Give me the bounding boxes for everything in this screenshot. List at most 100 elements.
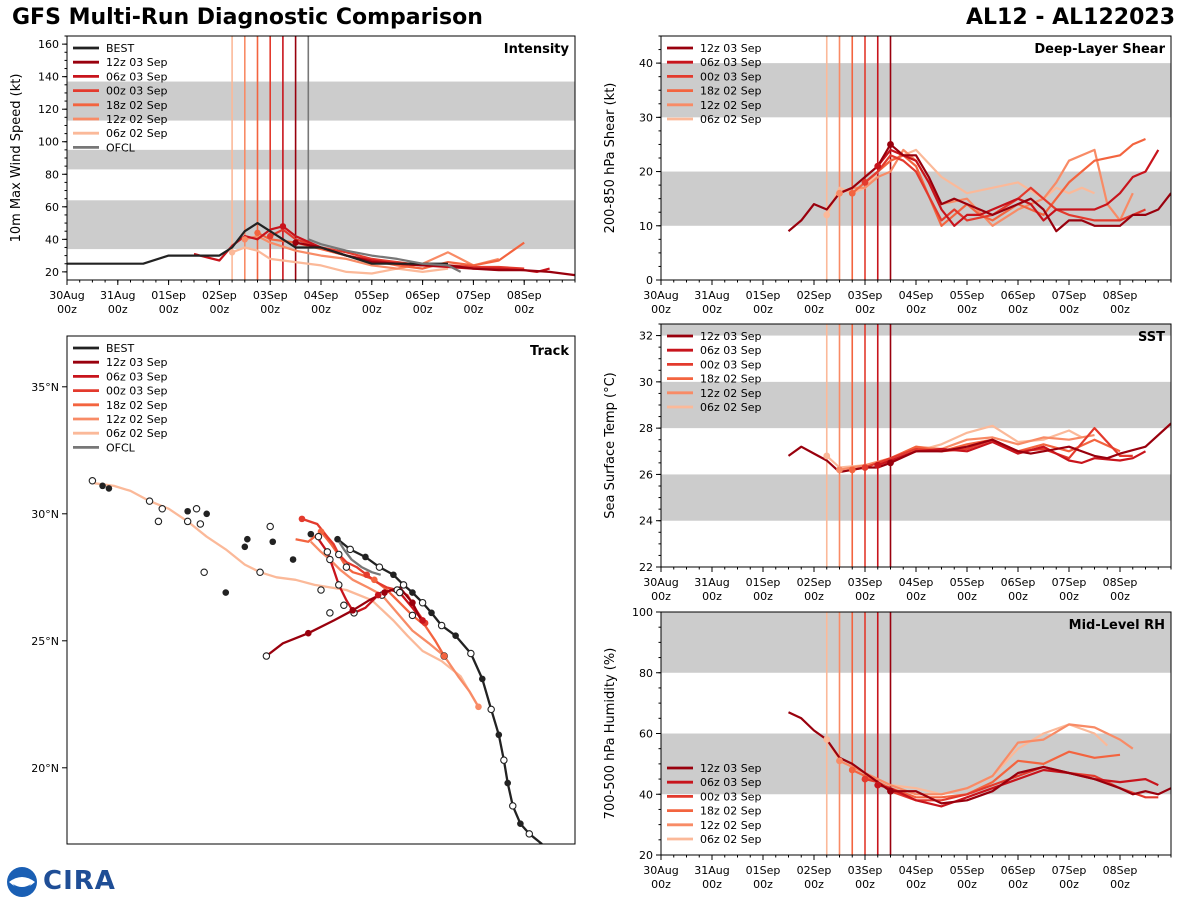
- x-tick-label: 05Sep: [950, 576, 985, 589]
- x-tick-label: 00z: [1008, 590, 1028, 603]
- x-tick-label: 00z: [651, 303, 671, 316]
- y-axis-label: 10m Max Wind Speed (kt): [9, 74, 24, 243]
- legend-label: BEST: [106, 42, 134, 55]
- x-tick-label: 00z: [957, 878, 977, 891]
- x-tick-label: 05Sep: [950, 289, 985, 302]
- track-point-filled: [440, 652, 448, 660]
- init-marker: [874, 781, 882, 789]
- legend-label: 12z 03 Sep: [700, 42, 762, 55]
- legend-label: 00z 03 Sep: [700, 790, 762, 803]
- track-point-filled: [478, 675, 486, 683]
- legend-label: 06z 02 Sep: [700, 833, 762, 846]
- track-point-open: [314, 532, 323, 541]
- shear-panel: 01020304030Aug00z31Aug00z01Sep00z02Sep00…: [603, 35, 1172, 316]
- legend-label: 18z 02 Sep: [106, 99, 168, 112]
- x-tick-label: 05Sep: [950, 864, 985, 877]
- init-marker: [823, 736, 831, 743]
- series-line: [877, 768, 1159, 808]
- track-point-open: [500, 756, 508, 764]
- legend-label: 06z 02 Sep: [700, 113, 762, 126]
- x-tick-label: 00z: [1008, 303, 1028, 316]
- track-point-open: [418, 598, 427, 607]
- track-point-filled: [419, 617, 426, 624]
- x-tick-label: 00z: [804, 590, 824, 603]
- track-point-filled: [307, 530, 315, 538]
- x-tick-label: 31Aug: [100, 289, 135, 302]
- legend-label: 06z 02 Sep: [106, 127, 168, 140]
- legend-label: 00z 03 Sep: [106, 385, 168, 398]
- init-marker: [228, 249, 236, 256]
- y-tick-label: 22: [639, 561, 653, 574]
- x-tick-label: 00z: [753, 590, 773, 603]
- track-point-filled: [504, 779, 511, 787]
- shaded-band: [661, 612, 1171, 673]
- series-line: [67, 222, 448, 265]
- x-tick-label: 00z: [1110, 303, 1130, 316]
- x-tick-label: 02Sep: [797, 576, 832, 589]
- track-point-filled: [334, 535, 341, 543]
- x-tick-label: 00z: [651, 878, 671, 891]
- x-tick-label: 00z: [702, 590, 722, 603]
- track-point-open: [262, 652, 271, 660]
- x-tick-label: 30Aug: [643, 864, 678, 877]
- shaded-band: [661, 381, 1171, 429]
- x-tick-label: 00z: [906, 590, 926, 603]
- x-tick-label: 00z: [855, 590, 875, 603]
- x-tick-label: 00z: [1110, 878, 1130, 891]
- track-point-filled: [99, 482, 106, 490]
- init-marker: [887, 141, 894, 148]
- x-tick-label: 00z: [260, 303, 280, 316]
- y-tick-label: 100: [38, 136, 59, 149]
- series-line: [307, 238, 462, 273]
- init-marker: [848, 189, 856, 197]
- y-tick-label: 30°N: [31, 508, 59, 521]
- init-marker: [836, 466, 843, 474]
- track-point-open: [200, 568, 208, 576]
- legend-label: 12z 02 Sep: [700, 99, 762, 112]
- y-tick-label: 60: [45, 201, 59, 214]
- x-tick-label: 01Sep: [746, 289, 781, 302]
- y-tick-label: 20: [639, 166, 653, 179]
- x-tick-label: 30Aug: [643, 576, 678, 589]
- x-tick-label: 04Sep: [899, 576, 934, 589]
- track-point-filled: [222, 589, 230, 596]
- x-tick-label: 03Sep: [848, 576, 883, 589]
- track-point-open: [342, 563, 351, 571]
- panel-title: Track: [530, 344, 569, 359]
- track-point-filled: [363, 571, 371, 579]
- legend-label: 18z 02 Sep: [700, 373, 762, 386]
- legend-label: 06z 02 Sep: [106, 427, 168, 440]
- x-tick-label: 00z: [1059, 590, 1079, 603]
- x-tick-label: 00z: [906, 878, 926, 891]
- y-tick-label: 25°N: [31, 635, 59, 648]
- x-tick-label: 00z: [57, 303, 77, 316]
- x-tick-label: 00z: [702, 878, 722, 891]
- init-marker: [241, 236, 248, 243]
- init-marker: [861, 464, 869, 471]
- track-point-open: [326, 609, 334, 617]
- x-tick-label: 00z: [1059, 303, 1079, 316]
- x-tick-label: 08Sep: [1103, 576, 1138, 589]
- x-tick-label: 07Sep: [1052, 289, 1087, 302]
- track-point-filled: [475, 703, 482, 711]
- legend-label: 06z 03 Sep: [106, 70, 168, 83]
- init-marker: [848, 766, 856, 774]
- track-point-open: [408, 611, 417, 620]
- track-point-open: [326, 555, 334, 564]
- panel-title: SST: [1138, 330, 1165, 345]
- x-tick-label: 31Aug: [694, 289, 729, 302]
- y-axis-label: 200-850 hPa Shear (kt): [603, 83, 618, 234]
- track-point-open: [196, 520, 205, 528]
- x-tick-label: 07Sep: [456, 289, 491, 302]
- y-axis-label: 700-500 hPa Humidity (%): [603, 648, 618, 820]
- track-point-filled: [452, 632, 459, 640]
- x-tick-label: 06Sep: [1001, 289, 1036, 302]
- panel-title: Mid-Level RH: [1069, 618, 1165, 633]
- x-tick-label: 06Sep: [1001, 864, 1036, 877]
- track-line: [317, 538, 424, 622]
- shaded-band: [661, 171, 1171, 226]
- series-line: [864, 427, 1133, 469]
- x-tick-label: 02Sep: [797, 289, 832, 302]
- y-tick-label: 160: [38, 38, 59, 51]
- init-marker: [874, 162, 882, 170]
